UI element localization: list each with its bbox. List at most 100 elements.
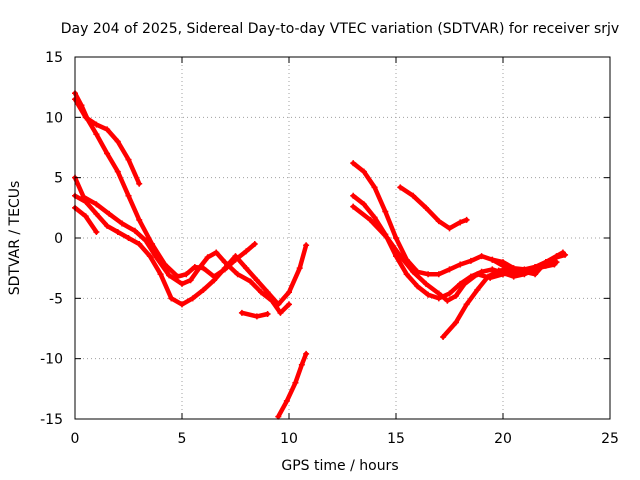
- data-point: [446, 266, 453, 273]
- grid-layer: [75, 57, 610, 419]
- data-point: [485, 273, 492, 280]
- data-point: [463, 216, 470, 223]
- data-point: [467, 257, 474, 264]
- data-point: [446, 225, 453, 232]
- data-point: [474, 286, 481, 293]
- data-point: [292, 379, 299, 386]
- data-point: [553, 254, 560, 261]
- data-point: [104, 150, 111, 157]
- data-point: [114, 228, 121, 235]
- data-point: [532, 271, 539, 278]
- series-line-track-m: [490, 252, 568, 272]
- data-point: [384, 235, 391, 241]
- data-point: [495, 267, 502, 274]
- data-point: [125, 235, 132, 241]
- y-tick-label: 15: [45, 50, 63, 66]
- data-point: [393, 235, 399, 241]
- data-point: [489, 256, 496, 263]
- data-point: [93, 210, 100, 217]
- tick-layer: 0 5 10 15 20 25 15 10 5 0 -5 -10 -15: [40, 50, 619, 447]
- chart-title: Day 204 of 2025, Sidereal Day-to-day VTE…: [61, 21, 619, 37]
- data-point: [264, 289, 271, 296]
- data-point: [125, 156, 132, 163]
- series-line-track-k: [398, 185, 469, 231]
- data-point: [521, 266, 528, 273]
- data-point: [183, 271, 190, 278]
- data-point: [551, 261, 558, 268]
- data-point: [371, 184, 378, 191]
- data-point: [114, 168, 121, 175]
- x-tick-label: 0: [71, 431, 80, 447]
- data-point: [444, 297, 451, 304]
- y-tick-label: -15: [40, 412, 63, 428]
- y-tick-label: -5: [49, 291, 63, 307]
- data-point: [168, 295, 175, 302]
- data-point: [146, 253, 153, 260]
- data-point: [131, 227, 138, 234]
- data-point: [187, 277, 194, 284]
- data-point: [82, 114, 89, 121]
- data-point: [104, 222, 111, 229]
- data-point: [397, 253, 404, 260]
- data-point: [286, 301, 292, 308]
- data-point: [532, 263, 539, 270]
- data-point: [264, 311, 271, 318]
- series-line-track-b: [72, 96, 142, 186]
- data-point: [82, 213, 89, 220]
- data-point: [463, 301, 470, 308]
- data-point: [191, 263, 198, 270]
- data-point: [80, 193, 87, 200]
- data-point: [382, 208, 389, 215]
- data-point: [440, 333, 447, 340]
- data-point: [283, 397, 290, 404]
- data-point: [286, 289, 292, 296]
- data-point: [136, 180, 143, 187]
- data-point: [562, 251, 569, 258]
- data-point: [296, 265, 303, 272]
- data-point: [153, 254, 160, 261]
- data-point: [234, 271, 241, 278]
- data-point: [204, 254, 211, 261]
- series-layer: [72, 90, 569, 420]
- data-point: [119, 220, 126, 227]
- data-point: [371, 214, 378, 221]
- data-point: [478, 253, 485, 260]
- data-point: [221, 265, 228, 272]
- data-point: [410, 192, 417, 199]
- y-axis-title: SDTVAR / TECUs: [7, 181, 23, 296]
- data-point: [179, 301, 185, 308]
- x-axis-title: GPS time / hours: [281, 458, 398, 474]
- data-point: [489, 266, 496, 273]
- x-tick-label: 5: [178, 431, 187, 447]
- data-point: [425, 291, 432, 298]
- data-point: [114, 138, 121, 145]
- data-point: [189, 295, 196, 302]
- data-point: [510, 265, 517, 272]
- data-point: [360, 168, 367, 175]
- data-point: [360, 201, 367, 208]
- y-tick-label: 5: [54, 171, 63, 187]
- data-point: [243, 265, 250, 272]
- data-point: [258, 289, 265, 296]
- data-point: [350, 192, 357, 199]
- series-line-track-j: [350, 204, 557, 303]
- data-point: [104, 126, 111, 133]
- data-point: [367, 216, 374, 223]
- data-point: [93, 121, 100, 128]
- data-point: [93, 131, 100, 138]
- data-point: [298, 361, 305, 368]
- data-point: [414, 283, 421, 290]
- x-tick-label: 10: [280, 431, 298, 447]
- x-tick-label: 15: [387, 431, 405, 447]
- data-point: [435, 218, 442, 225]
- data-point: [500, 259, 506, 266]
- series-line-track-h: [350, 160, 566, 277]
- data-point: [247, 278, 254, 285]
- data-point: [196, 265, 203, 272]
- data-point: [157, 271, 164, 278]
- data-point: [461, 280, 468, 287]
- data-point: [166, 272, 173, 279]
- data-point: [213, 249, 220, 256]
- data-point: [221, 259, 228, 266]
